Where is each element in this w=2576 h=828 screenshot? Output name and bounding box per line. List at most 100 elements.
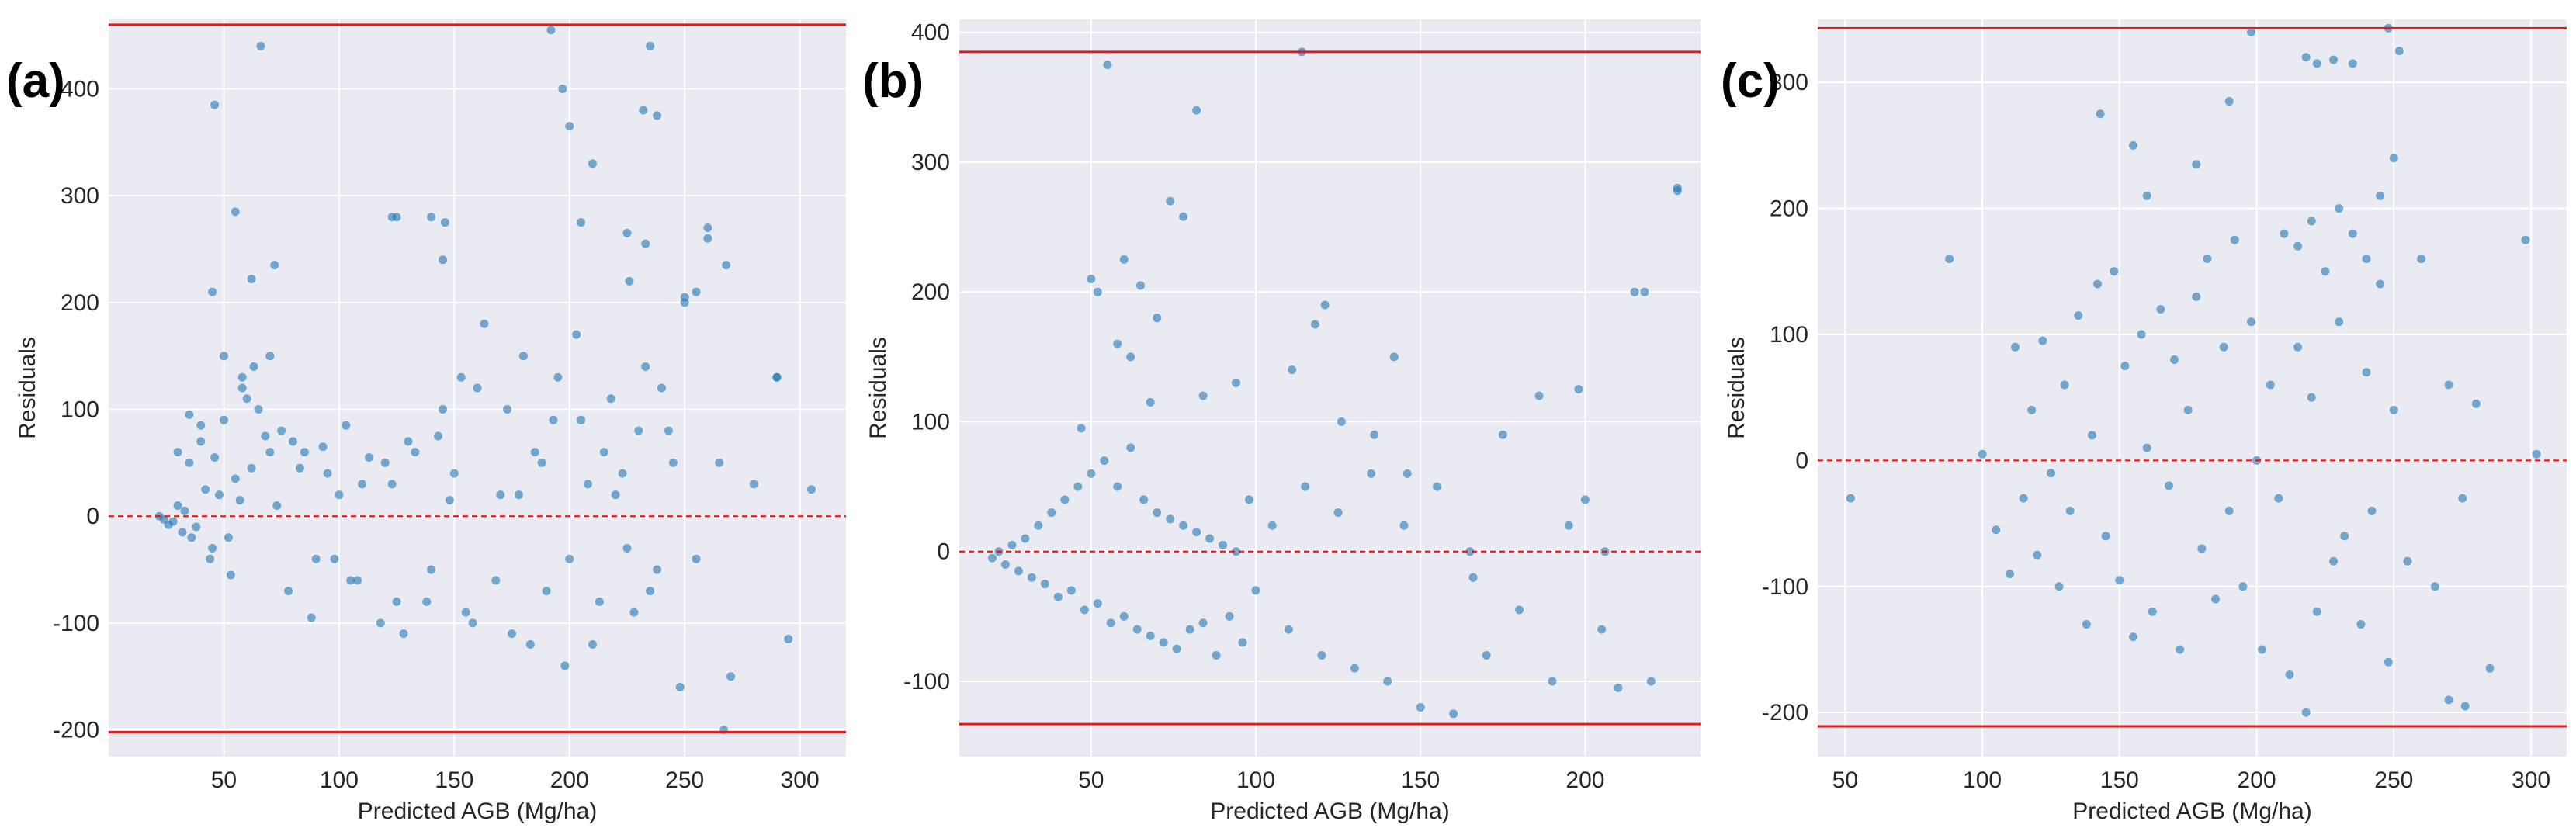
data-point bbox=[1251, 586, 1260, 595]
data-point bbox=[404, 437, 413, 446]
data-point bbox=[1000, 560, 1010, 569]
data-point bbox=[1113, 482, 1122, 491]
data-point bbox=[1100, 456, 1109, 466]
data-point bbox=[2458, 494, 2467, 503]
data-point bbox=[703, 223, 712, 232]
data-point bbox=[2460, 702, 2470, 711]
data-point bbox=[584, 480, 592, 489]
y-tick-label: 300 bbox=[1770, 70, 1808, 95]
data-point bbox=[2403, 556, 2412, 566]
data-point bbox=[2521, 235, 2530, 244]
data-point bbox=[2246, 317, 2255, 327]
data-point bbox=[196, 421, 206, 430]
data-point bbox=[664, 426, 673, 435]
data-point bbox=[2137, 330, 2146, 339]
data-point bbox=[2096, 109, 2105, 119]
data-point bbox=[1515, 605, 1524, 615]
data-point bbox=[625, 276, 634, 286]
data-point bbox=[1126, 443, 1135, 452]
data-point bbox=[1630, 287, 1639, 296]
data-point bbox=[2348, 59, 2357, 68]
data-point bbox=[2384, 657, 2393, 667]
data-point bbox=[307, 613, 316, 622]
data-point bbox=[1113, 339, 1122, 348]
data-point bbox=[1310, 320, 1319, 329]
y-tick-label: -200 bbox=[1762, 700, 1808, 726]
x-tick-label: 300 bbox=[2512, 767, 2550, 793]
data-point bbox=[342, 421, 351, 430]
data-point bbox=[549, 415, 558, 424]
data-point bbox=[364, 452, 373, 462]
data-point bbox=[468, 618, 477, 628]
data-point bbox=[1564, 521, 1573, 530]
chart-a: 50 100 150 200 250 300 -200 -100 0 100 200 300 400 Pr… bbox=[6, 19, 846, 824]
data-point bbox=[1468, 573, 1478, 582]
data-point bbox=[411, 448, 420, 457]
data-point bbox=[1146, 631, 1155, 640]
data-point bbox=[641, 239, 650, 248]
x-tick-label: 100 bbox=[1236, 767, 1275, 793]
scatter-points bbox=[154, 26, 816, 735]
data-point bbox=[1232, 378, 1241, 387]
data-point bbox=[247, 463, 256, 473]
data-point bbox=[1073, 482, 1083, 491]
data-point bbox=[461, 608, 470, 617]
data-point bbox=[1093, 599, 1102, 608]
plot-area bbox=[959, 19, 1701, 757]
data-point bbox=[577, 218, 586, 227]
data-point bbox=[2115, 576, 2124, 585]
data-point bbox=[2197, 544, 2207, 553]
data-point bbox=[1087, 275, 1096, 284]
data-point bbox=[1219, 540, 1228, 549]
data-point bbox=[2335, 317, 2344, 327]
data-point bbox=[2065, 506, 2075, 515]
data-point bbox=[1166, 514, 1175, 524]
data-point bbox=[247, 275, 256, 284]
data-point bbox=[1146, 397, 1155, 407]
data-point bbox=[2192, 160, 2201, 169]
data-point bbox=[346, 576, 355, 585]
data-point bbox=[1153, 314, 1162, 323]
y-axis-title: Residuals bbox=[1724, 337, 1749, 439]
data-point bbox=[2335, 204, 2344, 213]
data-point bbox=[2301, 53, 2311, 62]
x-tick-label: 200 bbox=[550, 767, 589, 793]
data-point bbox=[438, 255, 447, 265]
data-point bbox=[1465, 547, 1475, 556]
data-point bbox=[208, 287, 217, 296]
y-tick-label: -100 bbox=[1762, 574, 1808, 600]
data-point bbox=[2246, 27, 2255, 36]
data-point bbox=[1080, 605, 1089, 615]
x-tick-label: 250 bbox=[665, 767, 704, 793]
y-tick-label: -100 bbox=[903, 669, 950, 695]
data-point bbox=[1192, 106, 1201, 115]
data-point bbox=[2356, 619, 2366, 629]
data-point bbox=[530, 448, 539, 457]
data-point bbox=[1614, 683, 1623, 692]
x-axis-title: Predicted AGB (Mg/ha) bbox=[2072, 799, 2311, 824]
data-point bbox=[1333, 508, 1343, 518]
data-point bbox=[449, 469, 459, 478]
data-point bbox=[2329, 556, 2339, 566]
data-point bbox=[646, 587, 655, 596]
data-point bbox=[226, 570, 235, 580]
data-point bbox=[2027, 405, 2037, 414]
data-point bbox=[1126, 352, 1135, 362]
data-point bbox=[2312, 59, 2321, 68]
data-point bbox=[806, 485, 816, 494]
data-point bbox=[726, 672, 736, 681]
data-point bbox=[219, 352, 228, 361]
data-point bbox=[2362, 368, 2371, 377]
data-point bbox=[565, 554, 574, 563]
y-axis-title: Residuals bbox=[865, 337, 891, 439]
data-point bbox=[1498, 430, 1507, 439]
panel-a: 50 100 150 200 250 300 -200 -100 0 100 200 300 400 Pr… bbox=[0, 0, 858, 828]
data-point bbox=[2389, 405, 2398, 414]
data-point bbox=[196, 437, 206, 446]
data-point bbox=[173, 501, 182, 510]
data-point bbox=[1317, 651, 1326, 660]
data-point bbox=[518, 352, 528, 361]
data-point bbox=[265, 352, 275, 361]
data-point bbox=[1548, 677, 1557, 686]
data-point bbox=[514, 490, 523, 500]
